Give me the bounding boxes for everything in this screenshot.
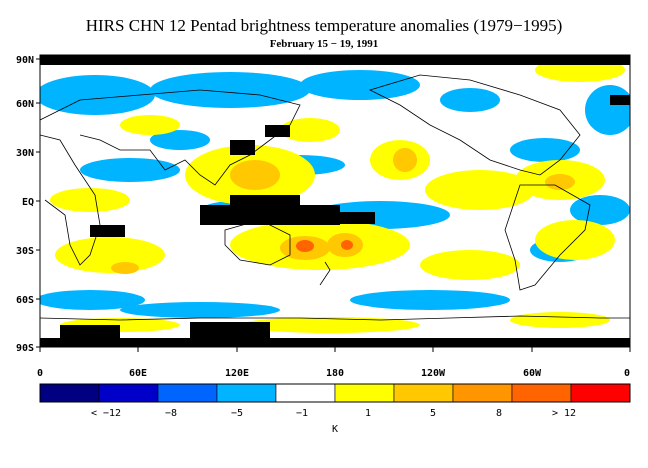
- longitude-axis: 0 60E 120E 180 120W 60W 0: [37, 347, 631, 379]
- colorbar-swatch: [393, 383, 454, 403]
- colorbar-tick-label: 5: [430, 408, 436, 419]
- lat-label-30n: 30N: [16, 148, 34, 159]
- colorbar-swatches: [39, 383, 631, 403]
- lat-label-90s: 90S: [16, 343, 34, 354]
- lat-label-eq: EQ: [22, 197, 34, 208]
- map-title: HIRS CHN 12 Pentad brightness temperatur…: [85, 16, 563, 35]
- colorbar-swatch: [157, 383, 218, 403]
- colorbar-swatch: [452, 383, 513, 403]
- colorbar-swatch: [98, 383, 159, 403]
- lon-label-0-east: 0: [624, 368, 630, 379]
- colorbar-swatch: [511, 383, 572, 403]
- lat-label-60s: 60S: [16, 295, 34, 306]
- colorbar-tick-label: 8: [496, 408, 502, 419]
- lat-label-60n: 60N: [16, 99, 34, 110]
- colorbar-tick-label: > 12: [552, 408, 576, 419]
- map-panel: [39, 54, 631, 348]
- lon-label-60w: 60W: [523, 368, 542, 379]
- colorbar-swatch: [334, 383, 395, 403]
- colorbar: < −12 −8 −5 −1 1 5 8 > 12 K: [39, 383, 631, 435]
- extreme-warm-anomaly-areas: [296, 240, 353, 252]
- colorbar-unit: K: [332, 424, 338, 435]
- colorbar-swatch: [275, 383, 336, 403]
- colorbar-frame: [39, 383, 631, 403]
- colorbar-swatch: [570, 383, 631, 403]
- colorbar-swatch: [39, 383, 100, 403]
- missing-data-areas: [40, 55, 630, 347]
- colorbar-swatch: [216, 383, 277, 403]
- lon-label-180: 180: [326, 368, 344, 379]
- colorbar-tick-label: −1: [296, 408, 308, 419]
- lon-label-60e: 60E: [129, 368, 147, 379]
- lat-label-30s: 30S: [16, 246, 34, 257]
- colorbar-tick-label: −5: [231, 408, 243, 419]
- map-subtitle: February 15 − 19, 1991: [269, 38, 379, 50]
- lon-label-0: 0: [37, 368, 43, 379]
- lon-label-120e: 120E: [225, 368, 249, 379]
- colorbar-tick-label: < −12: [91, 408, 121, 419]
- coastlines: [40, 74, 630, 321]
- lat-label-90n: 90N: [16, 55, 34, 66]
- colorbar-tick-label: −8: [165, 408, 177, 419]
- latitude-axis: 90N 60N 30N EQ 30S 60S 90S: [16, 55, 40, 354]
- anomaly-field: [40, 55, 630, 347]
- colorbar-tick-label: 1: [365, 408, 371, 419]
- lon-label-120w: 120W: [421, 368, 446, 379]
